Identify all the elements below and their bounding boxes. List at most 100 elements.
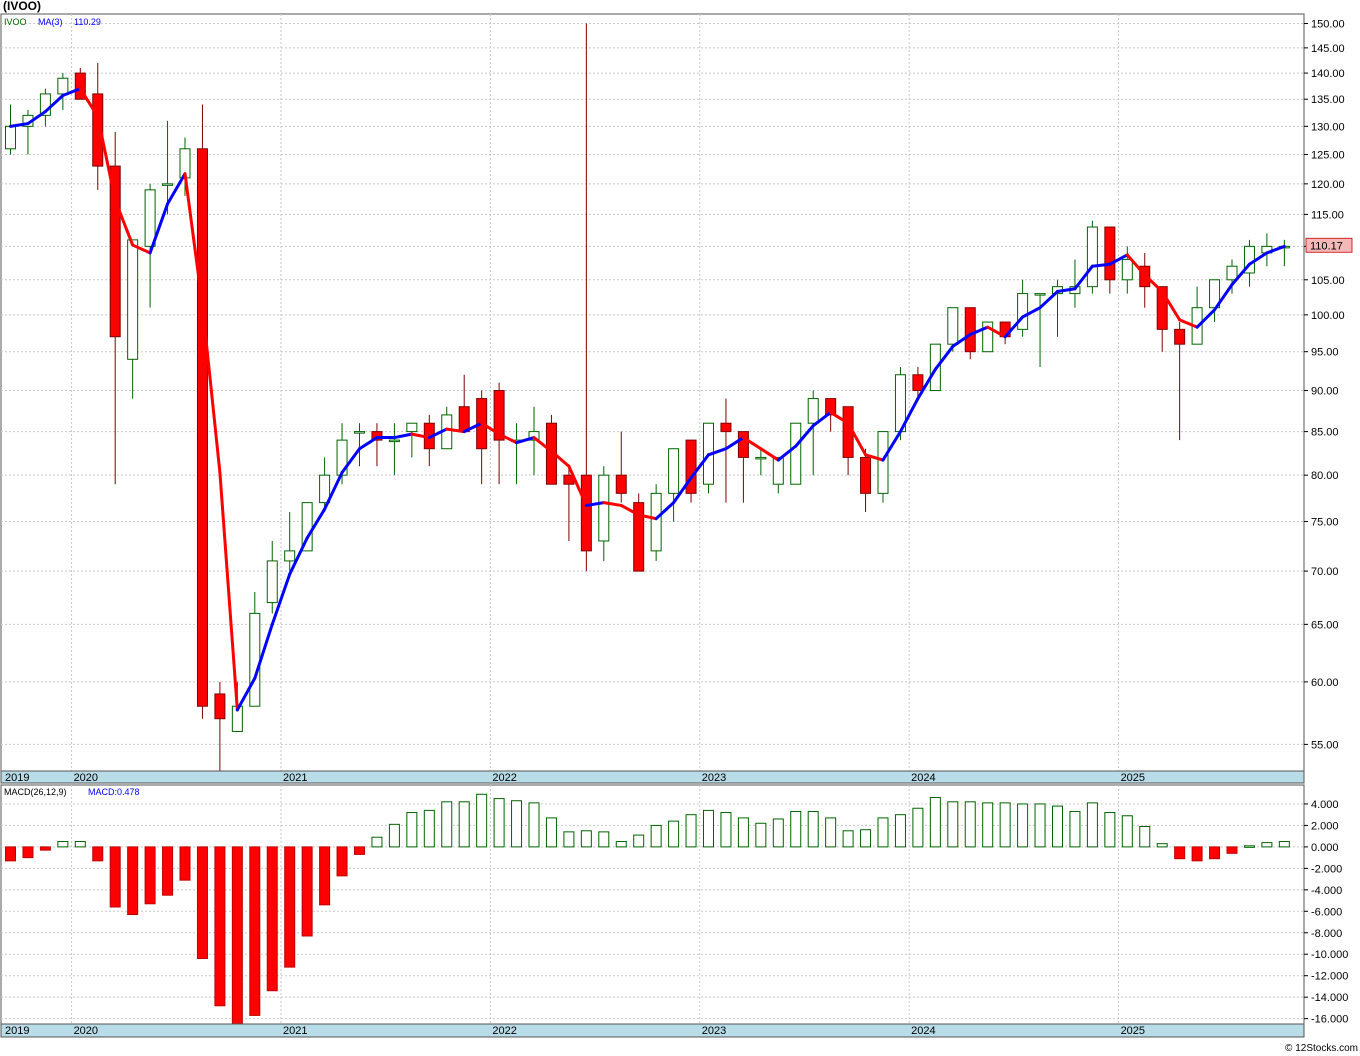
- macd-y-tick-label: -2.000: [1311, 863, 1342, 875]
- candle-body-up: [598, 474, 610, 542]
- candle: [1226, 259, 1238, 294]
- candle: [284, 512, 296, 572]
- macd-y-tick-label: 4.000: [1311, 799, 1339, 811]
- candle: [807, 390, 819, 476]
- candle-body-down: [109, 165, 121, 338]
- candle: [580, 23, 592, 572]
- candle-body-up: [249, 612, 261, 707]
- macd-bars: [5, 793, 1290, 1025]
- ma3-line: [9, 87, 1286, 712]
- ma3-segment: [1056, 287, 1077, 294]
- ma3-segment: [794, 424, 815, 448]
- candle: [912, 366, 924, 399]
- candle-body-down: [685, 439, 697, 494]
- candle: [196, 104, 208, 719]
- ma3-segment: [462, 421, 484, 434]
- candle: [668, 448, 680, 522]
- ma3-segment: [340, 447, 361, 474]
- candle-body-up: [807, 398, 819, 424]
- candle-body-up: [57, 77, 69, 95]
- candle-body-down: [860, 456, 872, 494]
- macd-bar-positive: [807, 810, 819, 848]
- ma3-segment: [410, 432, 431, 440]
- candle-body-down: [825, 398, 837, 416]
- macd-bar-positive: [74, 841, 86, 848]
- macd-bar-negative: [1226, 846, 1238, 854]
- candle-body-up: [127, 239, 139, 360]
- candle-body-up: [668, 448, 680, 494]
- candle: [1174, 322, 1186, 441]
- ma3-segment: [1021, 306, 1042, 319]
- macd-bar-negative: [92, 846, 104, 862]
- candle-body-down: [964, 307, 976, 353]
- macd-x-tick-label: 2020: [74, 1025, 98, 1037]
- macd-bar-positive: [371, 836, 383, 848]
- macd-bar-negative: [354, 846, 365, 855]
- price-x-axis: 2019 2020 2021 2022 2023 2024 2025: [5, 772, 1145, 784]
- macd-bar-negative: [109, 846, 121, 908]
- macd-bar-positive: [441, 801, 453, 848]
- candle-body-down: [720, 422, 732, 433]
- ma3-segment: [218, 470, 239, 712]
- ma3-segment: [480, 421, 501, 436]
- candle: [877, 431, 889, 503]
- macd-bar-positive: [929, 797, 941, 848]
- macd-bar-positive: [964, 801, 976, 848]
- ma3-segment: [881, 430, 902, 462]
- macd-x-tick-label: 2021: [283, 1025, 307, 1037]
- ma3-segment: [1073, 264, 1094, 291]
- ma3-segment: [898, 397, 920, 434]
- macd-bar-positive: [458, 801, 470, 848]
- ma3-segment: [637, 513, 658, 521]
- ma3-segment: [933, 344, 955, 371]
- ma3-segment: [689, 453, 710, 480]
- ma3-segment: [1090, 262, 1112, 268]
- price-x-tick-label: 2025: [1121, 772, 1145, 784]
- ma3-segment: [759, 447, 780, 462]
- ma3-segment: [654, 501, 676, 521]
- ma3-segment: [445, 427, 466, 434]
- ma3-segment: [148, 202, 170, 255]
- macd-bar-positive: [406, 812, 418, 848]
- candle: [825, 398, 837, 432]
- price-x-axis-band: [0, 770, 1305, 784]
- candle-body-up: [877, 431, 889, 494]
- macd-y-tick-label: -12.000: [1311, 971, 1348, 983]
- ma3-segment: [1038, 290, 1059, 310]
- candle-body-down: [1156, 286, 1168, 330]
- macd-legend-value: MACD:0.478: [88, 787, 140, 797]
- candle: [109, 131, 121, 485]
- price-plot-area: [0, 13, 1305, 772]
- macd-bar-positive: [493, 798, 505, 848]
- legend-symbol: IVOO: [4, 17, 27, 27]
- ma3-segment: [916, 367, 937, 401]
- macd-bar-positive: [545, 817, 557, 848]
- macd-bar-negative: [179, 846, 191, 881]
- macd-bar-positive: [947, 801, 959, 848]
- ma3-segment: [253, 622, 274, 680]
- candle-body-down: [92, 93, 104, 167]
- candle: [371, 423, 383, 467]
- copyright-text: © 12Stocks.com: [1285, 1043, 1358, 1054]
- macd-bar-negative: [1209, 846, 1221, 860]
- macd-bar-positive: [685, 814, 697, 848]
- ma3-segment: [26, 110, 47, 126]
- candle-body-up: [284, 550, 296, 562]
- candle: [214, 681, 226, 771]
- ma3-segment: [1108, 253, 1129, 266]
- price-y-tick-label: 60.00: [1311, 677, 1339, 689]
- price-y-tick-label: 130.00: [1311, 121, 1345, 133]
- macd-bar-positive: [1104, 812, 1116, 848]
- ma3-segment: [61, 87, 82, 98]
- ma3-segment: [392, 432, 414, 440]
- candle-body-up: [354, 431, 365, 434]
- macd-y-tick-label: -10.000: [1311, 949, 1348, 961]
- candle-body-up: [1121, 259, 1133, 281]
- candle: [737, 431, 749, 503]
- candle: [162, 120, 174, 215]
- price-x-tick-label: 2022: [492, 772, 516, 784]
- macd-bar-positive: [1243, 845, 1255, 848]
- macd-bar-positive: [790, 810, 802, 848]
- ma3-segment: [497, 432, 519, 445]
- macd-bar-negative: [249, 846, 261, 1016]
